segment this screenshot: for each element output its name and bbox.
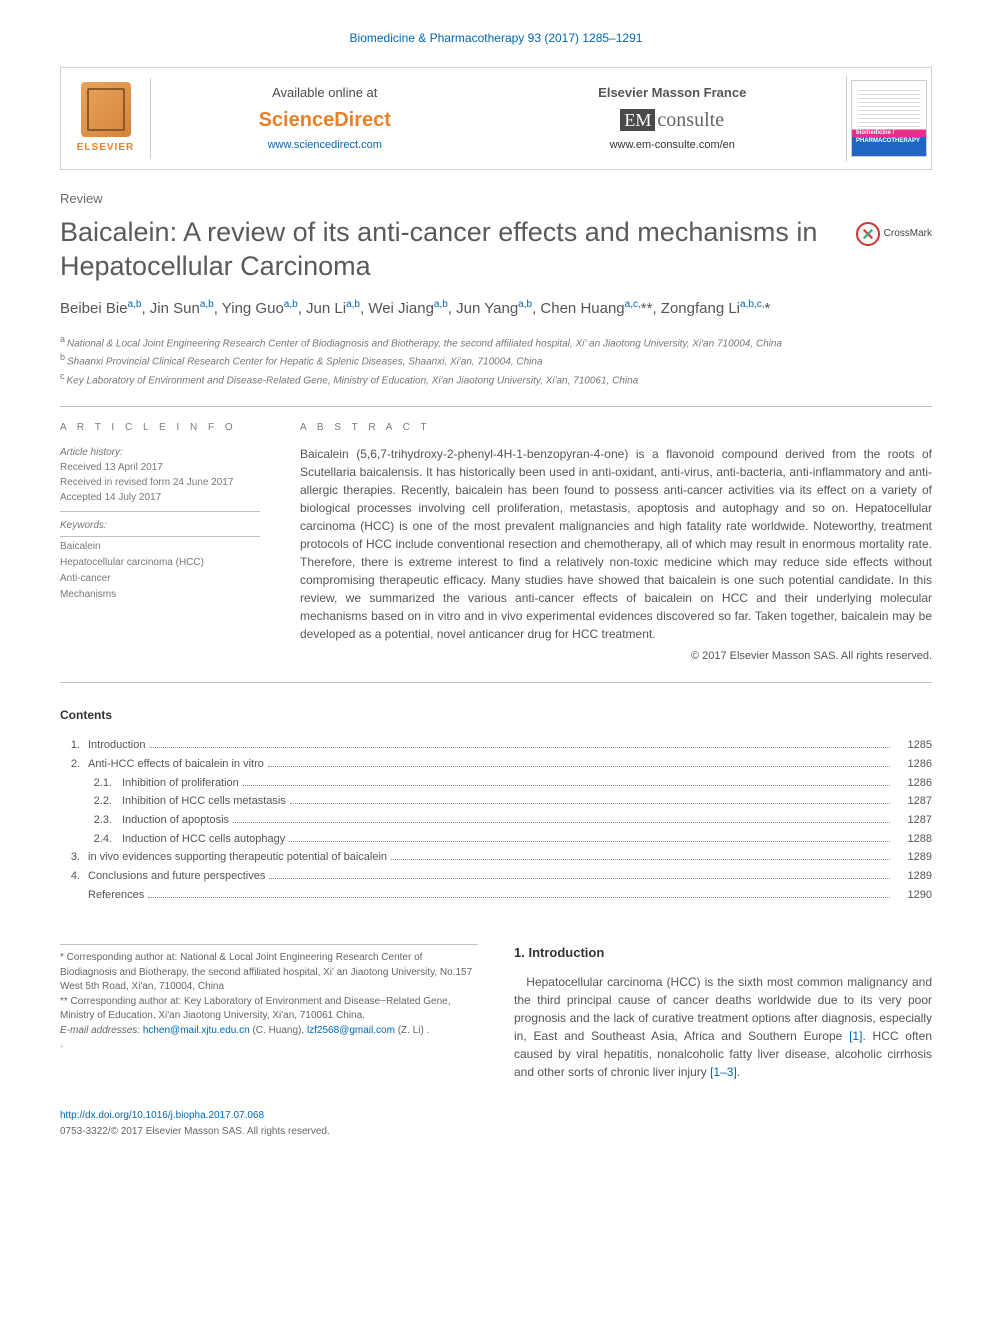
journal-cover: biomedicine / PHARMACOTHERAPY xyxy=(846,76,931,161)
abstract-copyright: © 2017 Elsevier Masson SAS. All rights r… xyxy=(300,649,932,664)
sciencedirect-link[interactable]: www.sciencedirect.com xyxy=(161,138,489,153)
intro-paragraph: Hepatocellular carcinoma (HCC) is the si… xyxy=(514,973,932,1081)
doi-line: http://dx.doi.org/10.1016/j.biopha.2017.… xyxy=(60,1109,932,1123)
emconsulte-cell: Elsevier Masson France EMconsulte www.em… xyxy=(499,78,847,160)
toc-row[interactable]: 2.4.Induction of HCC cells autophagy1288 xyxy=(60,830,932,849)
sciencedirect-logo: ScienceDirect xyxy=(161,106,489,134)
sciencedirect-cell: Available online at ScienceDirect www.sc… xyxy=(151,78,499,160)
email-link-1[interactable]: hchen@mail.xjtu.edu.cn xyxy=(143,1025,250,1036)
toc-row[interactable]: 4.Conclusions and future perspectives128… xyxy=(60,867,932,886)
footer-copyright: 0753-3322/© 2017 Elsevier Masson SAS. Al… xyxy=(60,1125,932,1139)
table-of-contents: 1.Introduction12852.Anti-HCC effects of … xyxy=(60,736,932,904)
available-label: Available online at xyxy=(161,84,489,102)
toc-row[interactable]: 2.Anti-HCC effects of baicalein in vitro… xyxy=(60,755,932,774)
emconsulte-link[interactable]: www.em-consulte.com/en xyxy=(509,138,837,153)
article-info-head: A R T I C L E I N F O xyxy=(60,421,260,435)
emf-label: Elsevier Masson France xyxy=(509,84,837,102)
footnote-corr1: * Corresponding author at: National & Lo… xyxy=(60,951,478,995)
toc-row[interactable]: 1.Introduction1285 xyxy=(60,736,932,755)
elsevier-tree-icon xyxy=(81,82,131,137)
toc-row[interactable]: 2.3.Induction of apoptosis1287 xyxy=(60,811,932,830)
journal-header: Biomedicine & Pharmacotherapy 93 (2017) … xyxy=(60,30,932,47)
keyword-item: Mechanisms xyxy=(60,587,260,603)
em-consulte-logo: EMconsulte xyxy=(509,106,837,134)
article-history: Article history: Received 13 April 2017 … xyxy=(60,445,260,512)
keyword-item: Hepatocellular carcinoma (HCC) xyxy=(60,555,260,571)
publisher-bar: ELSEVIER Available online at ScienceDire… xyxy=(60,67,932,170)
affiliation-c: Key Laboratory of Environment and Diseas… xyxy=(67,375,639,386)
keyword-item: Anti-cancer xyxy=(60,571,260,587)
footnote-corr2: ** Corresponding author at: Key Laborato… xyxy=(60,995,478,1024)
abstract-text: Baicalein (5,6,7-trihydroxy-2-phenyl-4H-… xyxy=(300,445,932,643)
email-link-2[interactable]: lzf2568@gmail.com xyxy=(307,1025,395,1036)
corresponding-footnotes: * Corresponding author at: National & Lo… xyxy=(60,944,478,1053)
footnote-emails: E-mail addresses: hchen@mail.xjtu.edu.cn… xyxy=(60,1024,478,1039)
toc-row[interactable]: 2.2.Inhibition of HCC cells metastasis12… xyxy=(60,792,932,811)
intro-heading: 1. Introduction xyxy=(514,944,932,962)
crossmark-label: CrossMark xyxy=(884,227,932,241)
contents-head: Contents xyxy=(60,707,932,724)
authors-list: Beibei Biea,b, Jin Suna,b, Ying Guoa,b, … xyxy=(60,297,932,321)
affiliation-a: National & Local Joint Engineering Resea… xyxy=(67,338,782,349)
abstract-head: A B S T R A C T xyxy=(300,421,932,435)
divider xyxy=(60,682,932,683)
article-type: Review xyxy=(60,190,932,208)
toc-row[interactable]: 2.1.Inhibition of proliferation1286 xyxy=(60,774,932,793)
toc-row[interactable]: 3.in vivo evidences supporting therapeut… xyxy=(60,848,932,867)
crossmark-icon xyxy=(856,222,880,246)
keyword-item: Baicalein xyxy=(60,539,260,555)
elsevier-label: ELSEVIER xyxy=(77,141,134,155)
crossmark-badge[interactable]: CrossMark xyxy=(856,222,932,246)
toc-row[interactable]: References1290 xyxy=(60,886,932,905)
affiliations: aNational & Local Joint Engineering Rese… xyxy=(60,333,932,388)
doi-link[interactable]: http://dx.doi.org/10.1016/j.biopha.2017.… xyxy=(60,1110,264,1121)
article-title: Baicalein: A review of its anti-cancer e… xyxy=(60,216,840,284)
cover-label: biomedicine / PHARMACOTHERAPY xyxy=(856,129,926,146)
divider xyxy=(60,406,932,407)
keywords-block: Keywords: BaicaleinHepatocellular carcin… xyxy=(60,518,260,603)
affiliation-b: Shaanxi Provincial Clinical Research Cen… xyxy=(67,357,543,368)
elsevier-cell: ELSEVIER xyxy=(61,78,151,159)
journal-link[interactable]: Biomedicine & Pharmacotherapy 93 (2017) … xyxy=(350,31,643,45)
